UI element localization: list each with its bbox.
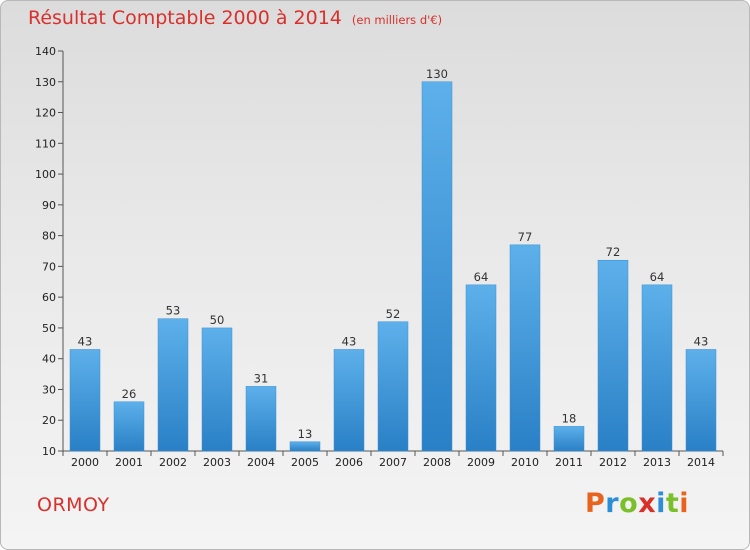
data-label: 43 — [342, 334, 357, 348]
x-tick-label: 2001 — [115, 456, 143, 469]
bar-2002[interactable] — [157, 318, 189, 452]
chart-title: Résultat Comptable 2000 à 2014 — [28, 7, 342, 29]
bar-2004[interactable] — [245, 386, 277, 452]
data-label: 77 — [518, 230, 533, 244]
data-label: 13 — [298, 427, 313, 441]
x-tick-label: 2000 — [71, 456, 99, 469]
x-tick-label: 2005 — [291, 456, 319, 469]
proxiti-logo[interactable]: Proxiti — [585, 488, 689, 519]
bar-2013[interactable] — [641, 284, 673, 452]
y-tick-label: 20 — [42, 414, 56, 427]
y-tick-label: 50 — [42, 322, 56, 335]
x-tick-label: 2002 — [159, 456, 187, 469]
bar-2001[interactable] — [113, 401, 145, 452]
bar-2006[interactable] — [333, 349, 365, 452]
bar-2011[interactable] — [553, 426, 585, 452]
x-tick-label: 2013 — [643, 456, 671, 469]
bar-2010[interactable] — [509, 244, 541, 452]
data-label: 52 — [386, 307, 401, 321]
y-tick-label: 110 — [35, 137, 56, 150]
bar-2012[interactable] — [597, 259, 629, 452]
x-tick-label: 2008 — [423, 456, 451, 469]
bar-2014[interactable] — [685, 349, 717, 452]
x-tick-label: 2009 — [467, 456, 495, 469]
y-tick-label: 40 — [42, 353, 56, 366]
y-tick-label: 90 — [42, 199, 56, 212]
data-label: 31 — [254, 371, 269, 385]
x-tick-label: 2010 — [511, 456, 539, 469]
logo-letter: i — [656, 488, 666, 519]
y-tick-label: 120 — [35, 107, 56, 120]
chart-subtitle: (en milliers d'€) — [351, 13, 443, 27]
data-label: 53 — [166, 304, 181, 318]
bar-2000[interactable] — [69, 349, 101, 452]
data-label: 43 — [78, 334, 93, 348]
y-tick-label: 10 — [42, 445, 56, 458]
chart-title-block: Résultat Comptable 2000 à 2014 (en millie… — [28, 7, 442, 29]
logo-letter: r — [605, 488, 620, 519]
x-tick-label: 2011 — [555, 456, 583, 469]
y-tick-label: 30 — [42, 383, 56, 396]
value-labels: 43 26 53 50 31 13 43 52 130 64 77 18 72 64 43 — [78, 67, 709, 441]
x-tick-label: 2006 — [335, 456, 363, 469]
bar-2009[interactable] — [465, 284, 497, 452]
y-tick-label: 70 — [42, 260, 56, 273]
bar-2005[interactable] — [289, 441, 321, 452]
data-label: 64 — [650, 270, 665, 284]
bar-2007[interactable] — [377, 321, 409, 452]
x-tick-label: 2014 — [687, 456, 715, 469]
y-tick-label: 130 — [35, 76, 56, 89]
x-tick-label: 2004 — [247, 456, 275, 469]
data-label: 130 — [426, 67, 448, 81]
logo-letter: o — [619, 488, 639, 519]
town-name: ORMOY — [37, 494, 110, 516]
bar-2003[interactable] — [201, 327, 233, 452]
y-tick-label: 140 — [35, 45, 56, 58]
data-label: 50 — [210, 313, 225, 327]
y-tick-label: 80 — [42, 230, 56, 243]
y-tick-label: 60 — [42, 291, 56, 304]
logo-letter: t — [665, 488, 680, 519]
data-label: 64 — [474, 270, 489, 284]
logo-letter: x — [638, 488, 657, 519]
logo-letter: P — [585, 488, 606, 519]
x-tick-label: 2003 — [203, 456, 231, 469]
bar-2008[interactable] — [421, 81, 453, 452]
y-tick-label: 100 — [35, 168, 56, 181]
data-label: 72 — [606, 245, 621, 259]
logo-letter: i — [679, 488, 690, 519]
data-label: 26 — [122, 387, 137, 401]
data-label: 18 — [562, 411, 577, 425]
x-tick-label: 2012 — [599, 456, 627, 469]
x-tick-label: 2007 — [379, 456, 407, 469]
bars — [69, 81, 717, 452]
data-label: 43 — [694, 334, 709, 348]
